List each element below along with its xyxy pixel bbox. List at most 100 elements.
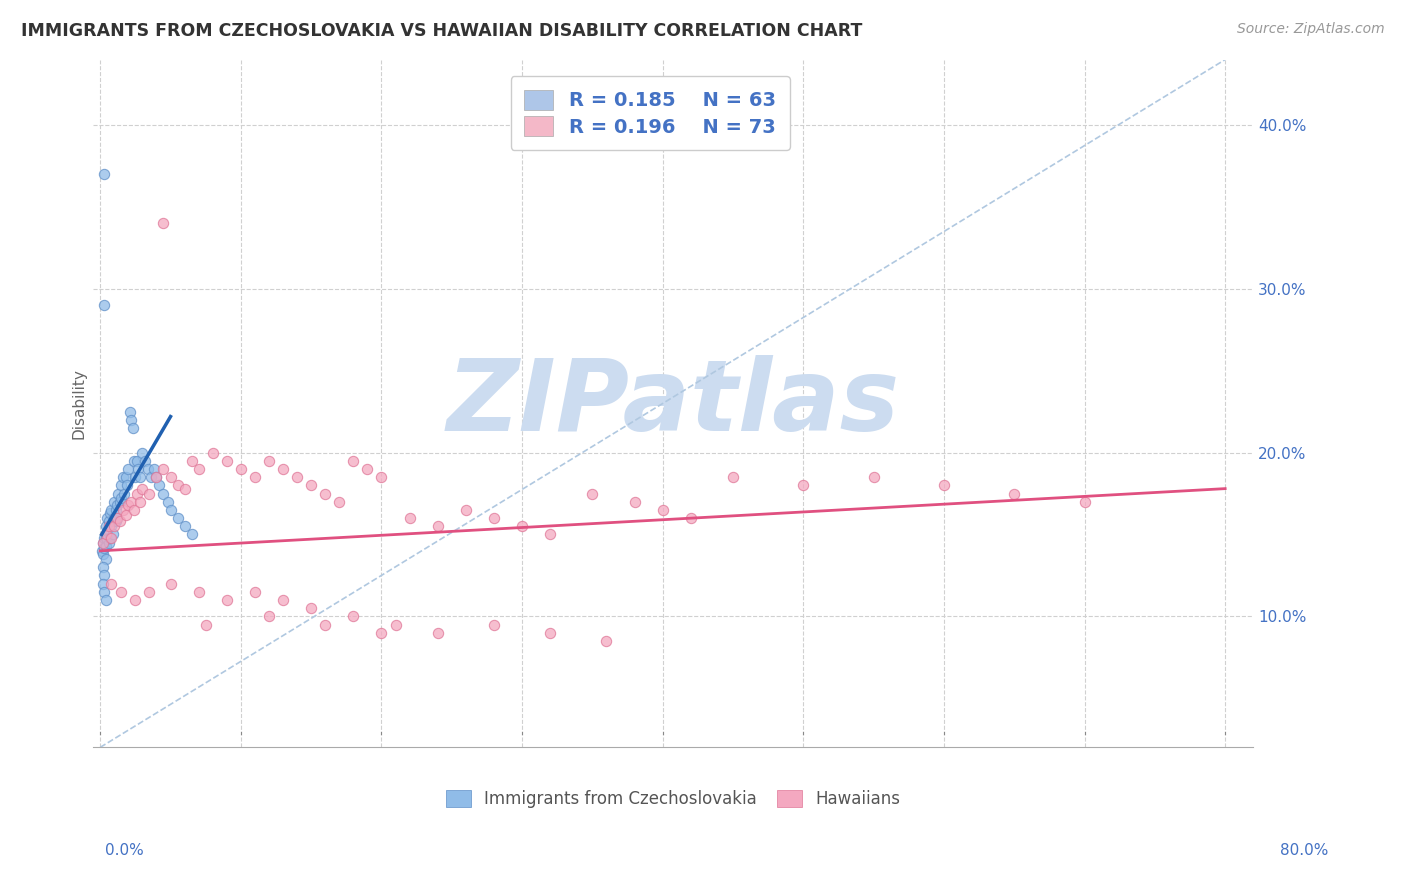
Point — [114, 470, 136, 484]
Point — [125, 454, 148, 468]
Point — [103, 511, 125, 525]
Point — [623, 494, 645, 508]
Point — [145, 470, 167, 484]
Point — [426, 625, 449, 640]
Point — [93, 584, 115, 599]
Point — [299, 478, 322, 492]
Point — [581, 486, 603, 500]
Point — [93, 167, 115, 181]
Point — [97, 514, 120, 528]
Text: Source: ZipAtlas.com: Source: ZipAtlas.com — [1237, 22, 1385, 37]
Point — [792, 478, 814, 492]
Point — [538, 625, 561, 640]
Point — [108, 494, 131, 508]
Point — [257, 609, 280, 624]
Point — [100, 531, 122, 545]
Point — [152, 486, 174, 500]
Point — [98, 506, 121, 520]
Point — [103, 494, 125, 508]
Point — [152, 462, 174, 476]
Point — [159, 503, 181, 517]
Point — [110, 478, 132, 492]
Point — [159, 576, 181, 591]
Point — [122, 503, 145, 517]
Point — [215, 454, 238, 468]
Point — [159, 470, 181, 484]
Point — [94, 593, 117, 607]
Point — [229, 462, 252, 476]
Point — [271, 462, 294, 476]
Point — [187, 584, 209, 599]
Point — [96, 511, 118, 525]
Point — [94, 519, 117, 533]
Point — [105, 511, 128, 525]
Point — [257, 454, 280, 468]
Point — [510, 519, 533, 533]
Point — [128, 494, 150, 508]
Point — [138, 584, 160, 599]
Point — [138, 486, 160, 500]
Point — [125, 486, 148, 500]
Point — [111, 503, 134, 517]
Point — [117, 498, 139, 512]
Point — [398, 511, 420, 525]
Point — [370, 470, 392, 484]
Point — [187, 462, 209, 476]
Point — [100, 503, 122, 517]
Point — [384, 617, 406, 632]
Point — [314, 617, 336, 632]
Point — [128, 470, 150, 484]
Point — [145, 470, 167, 484]
Point — [426, 519, 449, 533]
Point — [100, 519, 122, 533]
Point — [215, 593, 238, 607]
Point — [454, 503, 477, 517]
Point — [94, 527, 117, 541]
Text: 80.0%: 80.0% — [1281, 843, 1329, 858]
Point — [271, 593, 294, 607]
Point — [1002, 486, 1025, 500]
Point — [136, 462, 159, 476]
Point — [104, 514, 127, 528]
Point — [94, 531, 117, 545]
Point — [118, 404, 141, 418]
Point — [93, 568, 115, 582]
Point — [94, 552, 117, 566]
Point — [124, 470, 146, 484]
Point — [122, 454, 145, 468]
Point — [285, 470, 308, 484]
Point — [1073, 494, 1095, 508]
Point — [96, 533, 118, 547]
Point — [91, 535, 114, 549]
Point — [98, 531, 121, 545]
Point — [538, 527, 561, 541]
Point — [117, 462, 139, 476]
Point — [115, 478, 138, 492]
Point — [97, 519, 120, 533]
Point — [721, 470, 744, 484]
Point — [94, 539, 117, 553]
Point — [97, 535, 120, 549]
Point — [93, 531, 115, 545]
Point — [111, 470, 134, 484]
Point — [356, 462, 378, 476]
Point — [862, 470, 884, 484]
Point — [201, 445, 224, 459]
Text: 0.0%: 0.0% — [105, 843, 145, 858]
Point — [156, 494, 179, 508]
Point — [91, 547, 114, 561]
Point — [105, 498, 128, 512]
Point — [152, 216, 174, 230]
Point — [91, 560, 114, 574]
Point — [482, 617, 505, 632]
Point — [131, 482, 153, 496]
Point — [93, 298, 115, 312]
Point — [108, 514, 131, 528]
Point — [328, 494, 350, 508]
Point — [173, 482, 195, 496]
Text: ZIPatlas: ZIPatlas — [447, 355, 900, 452]
Point — [139, 470, 162, 484]
Y-axis label: Disability: Disability — [72, 368, 86, 439]
Point — [243, 470, 266, 484]
Point — [148, 478, 170, 492]
